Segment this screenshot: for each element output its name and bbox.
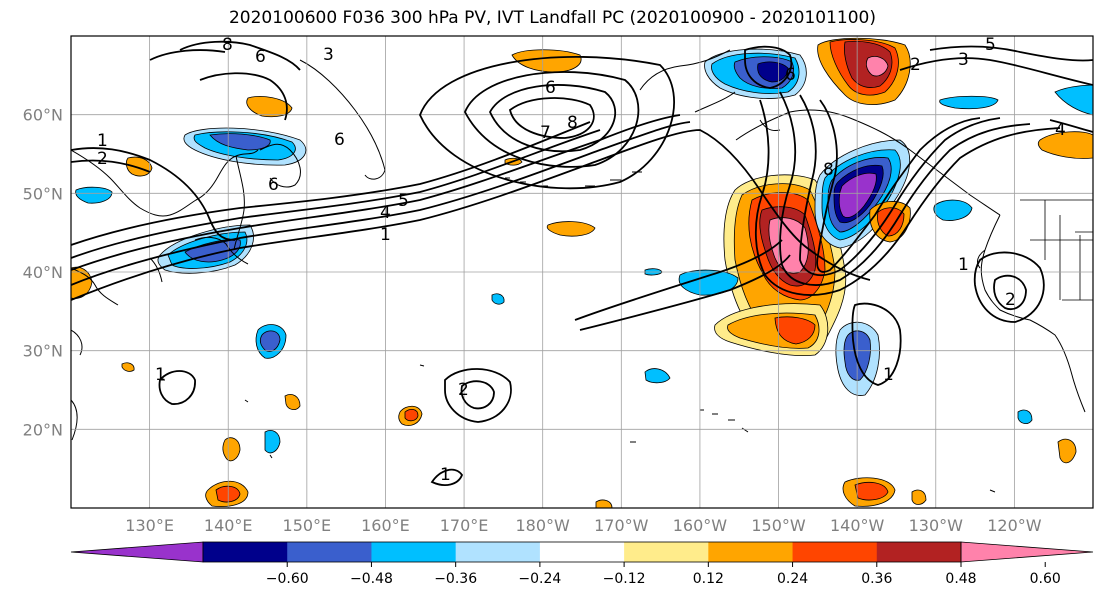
colorbar-tick-label: 0.60 [1030,571,1061,587]
positive-anomaly-22n-168e-36 [405,409,418,420]
longitude-label: 140°E [204,516,253,535]
longitude-label: 130°E [125,516,174,535]
longitude-label: 140°W [830,516,885,535]
pv-label: 1 [97,131,108,151]
pv-label: 3 [323,45,334,65]
colorbar-bin [624,542,709,562]
latitude-label: 60°N [23,106,63,125]
colorbar-tick-label: −0.12 [603,571,646,587]
pv-label: 6 [255,47,266,67]
colorbar-tick-label: −0.24 [518,571,561,587]
colorbar: −0.60 −0.48 −0.36 −0.24 −0.12 0.12 0.24 0.36 0.4… [71,542,1093,587]
latitude-label: 30°N [23,342,63,361]
pv-label: 4 [1055,120,1066,140]
longitude-label: 180°W [516,516,571,535]
pv-label: 2 [97,149,108,169]
longitude-label: 150°E [283,516,332,535]
longitude-label: 160°W [673,516,728,535]
positive-anomaly-12n-127w [912,490,926,504]
colorbar-bin [877,542,962,562]
colorbar-bin [287,542,372,562]
negative-anomaly-35n-175e [492,294,504,304]
colorbar-tick-label: 0.12 [693,571,724,587]
latitude-label: 20°N [23,420,63,439]
pv-label: 8 [222,35,233,55]
pv-label: 1 [440,465,451,485]
longitude-label: 150°W [751,516,806,535]
colorbar-extend-low [71,542,203,562]
colorbar-tick-label: −0.36 [434,571,477,587]
colorbar-bin [793,542,878,562]
pv-label: 2 [910,55,921,75]
longitude-label: 120°W [987,516,1042,535]
longitude-label: 170°E [440,516,489,535]
colorbar-tick-label: 0.24 [777,571,808,587]
pv-label: 5 [985,35,996,55]
colorbar-tick-label: −0.48 [350,571,393,587]
colorbar-tick-label: −0.60 [266,571,309,587]
pv-label: 8 [567,113,578,133]
pv-label: 4 [380,203,391,223]
colorbar-bin [708,542,793,562]
pv-label: 1 [155,365,166,385]
pv-label: 2 [458,380,469,400]
longitude-label: 170°W [594,516,649,535]
latitude-label: 50°N [23,184,63,203]
latitude-label: 40°N [23,263,63,282]
pv-label: 1 [883,365,894,385]
pv-label: 2 [1005,290,1016,310]
pv-label: 5 [398,191,409,211]
longitude-label: 130°W [909,516,964,535]
longitude-labels: 130°E 140°E 150°E 160°E 170°E 180°W 170°W 160°W… [125,516,1041,535]
map-figure: 1 2 1 4 5 8 7 6 3 8 6 6 6 8 6 1 1 2 2 1 … [0,0,1105,601]
pv-label: 6 [268,175,279,195]
pv-label: 6 [545,78,556,98]
pv-label: 1 [958,255,969,275]
colorbar-bin [203,542,288,562]
pv-label: 8 [823,160,834,180]
pv-label: 6 [334,130,345,150]
colorbar-tick-label: 0.36 [861,571,892,587]
colorbar-bin [540,542,625,562]
longitude-label: 160°E [361,516,410,535]
colorbar-bin [371,542,456,562]
pv-label: 6 [785,65,796,85]
pv-label: 3 [958,50,969,70]
map-panel: 1 2 1 4 5 8 7 6 3 8 6 6 6 8 6 1 1 2 2 1 … [71,35,1093,508]
colorbar-bin [456,542,541,562]
pv-label: 1 [380,225,391,245]
pv-label: 7 [540,123,551,143]
colorbar-tick-label: 0.48 [945,571,976,587]
latitude-labels: 20°N 30°N 40°N 50°N 60°N [23,106,63,440]
colorbar-extend-high [961,542,1093,562]
